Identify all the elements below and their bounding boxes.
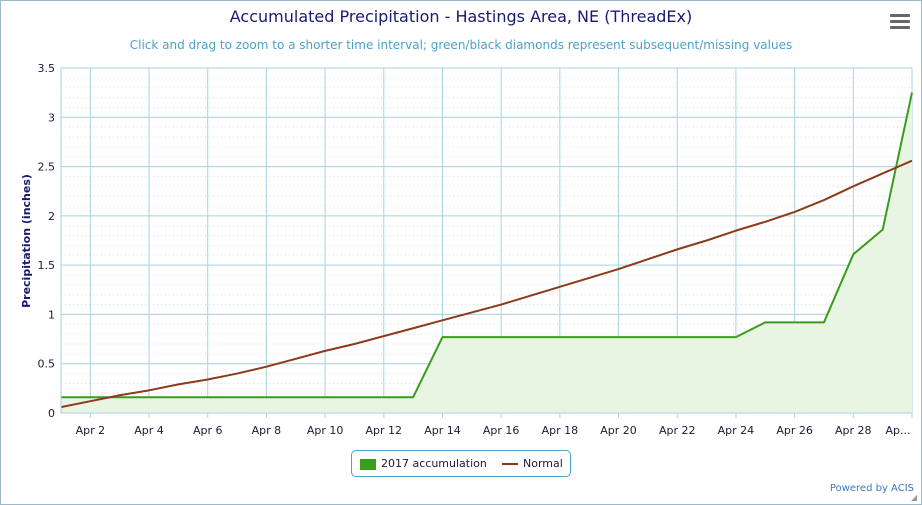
y-axis-label: Precipitation (inches) xyxy=(20,174,33,308)
y-tick-label: 2.5 xyxy=(38,161,56,174)
chart-title: Accumulated Precipitation - Hastings Are… xyxy=(229,7,693,26)
x-tick-label: Apr 18 xyxy=(542,424,579,437)
x-tick-label: Apr 24 xyxy=(718,424,755,437)
y-tick-label: 1.5 xyxy=(38,259,56,272)
x-tick-label: Apr 10 xyxy=(307,424,344,437)
x-tick-label: Apr 8 xyxy=(252,424,282,437)
resize-handle-icon: ◢ xyxy=(911,493,918,502)
hamburger-menu-icon[interactable] xyxy=(890,14,910,32)
credits-link[interactable]: Powered by ACIS xyxy=(829,483,914,494)
x-tick-label: Apr 20 xyxy=(600,424,637,437)
x-tick-label: Apr 14 xyxy=(424,424,461,437)
y-tick-label: 0.5 xyxy=(38,358,56,371)
series-line-normal xyxy=(60,159,913,409)
chart-legend: 2017 accumulation Normal xyxy=(351,450,571,477)
series-area-2017-accumulation xyxy=(61,92,912,414)
legend-item-normal[interactable]: Normal xyxy=(502,457,563,470)
x-tick-label: Apr 2 xyxy=(76,424,106,437)
legend-label-normal: Normal xyxy=(523,457,563,470)
legend-swatch-accumulation xyxy=(360,458,376,470)
y-tick-label: 2 xyxy=(48,210,55,223)
x-tick-label: Apr 28 xyxy=(835,424,872,437)
x-tick-label: Apr 16 xyxy=(483,424,520,437)
x-tick-label: Apr 12 xyxy=(366,424,403,437)
legend-label-accumulation: 2017 accumulation xyxy=(381,457,487,470)
chart-subtitle: Click and drag to zoom to a shorter time… xyxy=(129,38,793,52)
y-tick-label: 1 xyxy=(48,308,55,321)
x-tick-label: Apr 22 xyxy=(659,424,696,437)
x-tick-label: Apr 26 xyxy=(776,424,813,437)
y-tick-label: 0 xyxy=(48,407,55,420)
y-tick-label: 3.5 xyxy=(38,62,56,75)
x-tick-label: Ap... xyxy=(886,424,911,437)
legend-item-accumulation[interactable]: 2017 accumulation xyxy=(360,457,487,470)
series-layer xyxy=(60,92,913,414)
series-line-2017-accumulation xyxy=(61,92,913,399)
legend-swatch-normal xyxy=(502,463,518,465)
axes: 0 0.5 1 1.5 2 2.5 3 3.5 Apr 2 Apr 4 Apr 6 Apr 8 Apr … xyxy=(38,62,913,437)
y-tick-label: 3 xyxy=(48,111,55,124)
x-tick-label: Apr 4 xyxy=(134,424,164,437)
x-tick-label: Apr 6 xyxy=(193,424,223,437)
